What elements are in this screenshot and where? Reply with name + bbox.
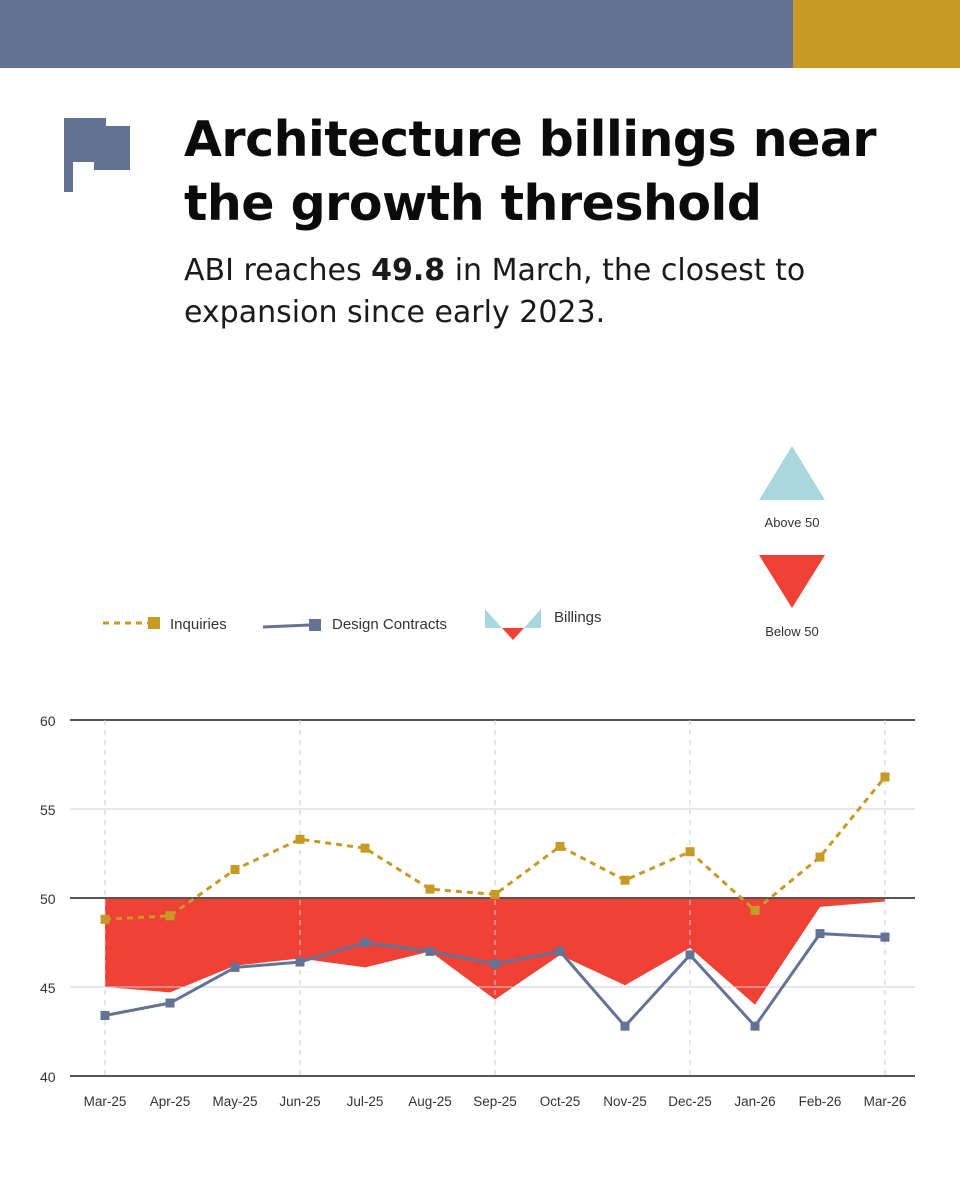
top-banner-accent [793, 0, 960, 68]
design-contracts-point-Jun-25 [295, 957, 305, 967]
inquiries-point-Sep-25 [490, 889, 500, 899]
inquiries-point-Mar-26 [880, 772, 890, 782]
legend-inquiries-label: Inquiries [170, 616, 227, 633]
legend-design-contracts-marker [309, 619, 321, 631]
y-tick-40: 40 [40, 1069, 56, 1085]
flag-icon [64, 118, 130, 192]
subtitle-pre: ABI reaches [184, 253, 372, 288]
design-contracts-point-May-25 [230, 962, 240, 972]
design-contracts-point-Aug-25 [425, 946, 435, 956]
inquiries-point-Mar-25 [100, 914, 110, 924]
inquiries-point-Nov-25 [620, 875, 630, 885]
above-50-key-icon [759, 446, 825, 500]
legend-design-contracts-swatch [262, 623, 311, 629]
page-subtitle: ABI reaches 49.8 in March, the closest t… [184, 250, 904, 334]
inquiries-point-Jun-25 [295, 834, 305, 844]
x-tick-May-25: May-25 [212, 1094, 257, 1109]
x-tick-Jul-25: Jul-25 [347, 1094, 384, 1109]
legend-billings-label: Billings [554, 609, 602, 626]
design-contracts-point-Jul-25 [360, 938, 370, 947]
subtitle-post: in March, the closest to expansion since… [184, 253, 806, 330]
inquiries-point-Aug-25 [425, 884, 435, 894]
y-tick-55: 55 [40, 802, 56, 818]
inquiries-point-Dec-25 [685, 847, 695, 857]
page-title: Architecture billings near the growth th… [184, 111, 877, 232]
top-banner [0, 0, 793, 68]
x-tick-Jan-26: Jan-26 [734, 1094, 775, 1109]
inquiries-point-May-25 [230, 865, 240, 875]
inquiries-point-Jul-25 [360, 843, 370, 853]
y-tick-50: 50 [40, 891, 56, 907]
inquiries-point-Apr-25 [165, 911, 175, 921]
inquiries-point-Oct-25 [555, 841, 565, 851]
design-contracts-point-Nov-25 [620, 1021, 630, 1031]
y-tick-45: 45 [40, 980, 56, 996]
x-tick-Apr-25: Apr-25 [150, 1094, 191, 1109]
design-contracts-point-Sep-25 [490, 959, 500, 969]
legend-design-contracts-label: Design Contracts [332, 616, 447, 633]
inquiries-point-Jan-26 [750, 905, 760, 915]
x-tick-Nov-25: Nov-25 [603, 1094, 647, 1109]
x-tick-Oct-25: Oct-25 [540, 1094, 581, 1109]
legend: Inquiries Design Contracts Billings [103, 609, 602, 640]
y-tick-60: 60 [40, 713, 56, 729]
design-contracts-point-Mar-26 [880, 932, 890, 942]
design-contracts-point-Jan-26 [750, 1021, 760, 1031]
above-50-key-label: Above 50 [765, 515, 820, 530]
legend-inquiries-marker [148, 617, 160, 629]
design-contracts-point-Feb-26 [815, 929, 825, 939]
design-contracts-point-Oct-25 [555, 946, 565, 956]
x-tick-Mar-25: Mar-25 [84, 1094, 127, 1109]
subtitle-value: 49.8 [371, 253, 446, 288]
x-tick-Feb-26: Feb-26 [799, 1094, 842, 1109]
x-tick-Mar-26: Mar-26 [864, 1094, 907, 1109]
design-contracts-point-Dec-25 [685, 950, 695, 960]
inquiries-point-Feb-26 [815, 852, 825, 862]
design-contracts-point-Mar-25 [100, 1010, 110, 1020]
x-tick-Sep-25: Sep-25 [473, 1094, 517, 1109]
x-tick-Dec-25: Dec-25 [668, 1094, 712, 1109]
x-tick-Jun-25: Jun-25 [279, 1094, 320, 1109]
x-tick-Aug-25: Aug-25 [408, 1094, 452, 1109]
legend-billings-swatch [485, 609, 541, 640]
below-50-key-label: Below 50 [765, 624, 818, 639]
design-contracts-point-Apr-25 [165, 998, 175, 1008]
below-50-key-icon [759, 555, 825, 608]
plot-area: 40 45 50 55 60 Mar-25 Apr-25 May-25 Jun-25 Jul-25… [40, 713, 915, 1109]
